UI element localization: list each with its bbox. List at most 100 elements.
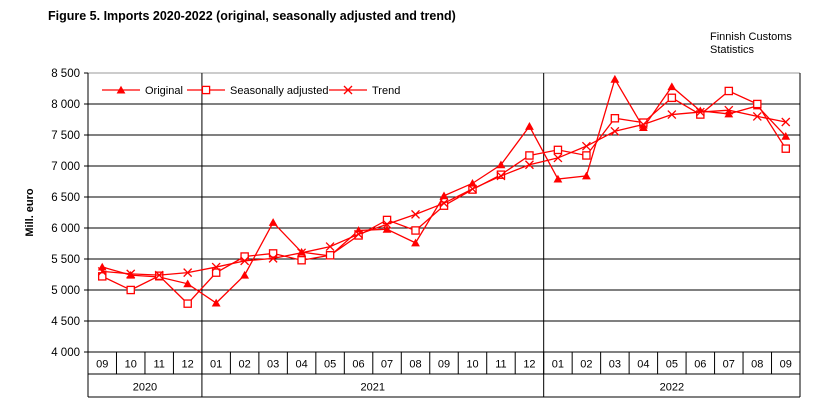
month-label: 01 bbox=[210, 359, 222, 371]
series-trend-marker bbox=[439, 198, 449, 208]
month-label: 11 bbox=[153, 359, 164, 371]
series-trend-marker bbox=[411, 209, 420, 219]
year-label: 2020 bbox=[133, 382, 157, 394]
series-seasonally-adjusted-marker bbox=[724, 86, 734, 96]
legend-trend-marker-icon bbox=[343, 85, 353, 95]
month-label: 12 bbox=[182, 359, 194, 371]
series-original-marker bbox=[781, 131, 791, 140]
y-tick-label: 4 500 bbox=[51, 316, 80, 328]
series-trend-marker bbox=[752, 111, 762, 121]
y-tick-label: 6 000 bbox=[51, 223, 80, 235]
month-label: 08 bbox=[409, 359, 421, 371]
series-trend-marker bbox=[354, 229, 364, 239]
series-original-marker bbox=[211, 298, 221, 307]
series-trend-marker bbox=[553, 153, 563, 163]
series-seasonally-adjusted-marker bbox=[411, 226, 420, 235]
month-label: 07 bbox=[381, 359, 393, 371]
series-trend-marker bbox=[183, 268, 193, 278]
series-seasonally-adjusted-marker bbox=[525, 151, 534, 160]
y-tick-label: 5 000 bbox=[51, 285, 80, 297]
series-trend-marker bbox=[524, 160, 534, 170]
month-label: 06 bbox=[694, 359, 706, 371]
series-seasonally-adjusted-marker bbox=[325, 251, 335, 260]
series-trend-marker bbox=[297, 248, 307, 258]
series-trend-marker bbox=[610, 126, 620, 136]
series-seasonally-adjusted-marker bbox=[211, 268, 221, 277]
source-line-2: Statistics bbox=[710, 44, 755, 56]
y-tick-label: 8 500 bbox=[51, 68, 80, 80]
month-label: 02 bbox=[580, 359, 592, 371]
source-line-1: Finnish Customs bbox=[710, 31, 792, 43]
month-label: 05 bbox=[666, 359, 678, 371]
month-label: 04 bbox=[295, 359, 307, 371]
series-original-marker bbox=[382, 224, 392, 233]
series-seasonally-adjusted-marker bbox=[97, 272, 107, 281]
month-label: 03 bbox=[609, 359, 621, 371]
y-tick-label: 8 000 bbox=[51, 99, 80, 111]
series-original-marker bbox=[240, 270, 250, 279]
series-original-marker bbox=[582, 171, 591, 180]
year-label: 2022 bbox=[660, 382, 684, 394]
series-trend-marker bbox=[126, 269, 136, 279]
legend-original-marker-icon bbox=[116, 85, 126, 94]
series-seasonally-adjusted-marker bbox=[297, 255, 306, 265]
figure-title: Figure 5. Imports 2020-2022 (original, s… bbox=[48, 9, 456, 23]
month-label: 02 bbox=[239, 359, 251, 371]
month-label: 01 bbox=[552, 359, 564, 371]
series-original-marker bbox=[638, 123, 648, 132]
series-seasonally-adjusted-marker bbox=[553, 145, 563, 155]
month-label: 06 bbox=[352, 359, 364, 371]
series-trend-marker bbox=[154, 270, 164, 280]
month-label: 05 bbox=[324, 359, 336, 371]
y-tick-label: 5 500 bbox=[51, 254, 80, 266]
month-label: 08 bbox=[751, 359, 763, 371]
series-trend-marker bbox=[97, 266, 107, 276]
month-label: 10 bbox=[125, 359, 137, 371]
series-original-marker bbox=[553, 174, 563, 183]
series-original-marker bbox=[268, 218, 278, 226]
month-label: 11 bbox=[495, 359, 506, 371]
series-seasonally-adjusted-marker bbox=[126, 285, 135, 295]
series-seasonally-adjusted-marker bbox=[667, 93, 677, 103]
year-label: 2021 bbox=[361, 382, 385, 394]
series-seasonally-adjusted-marker bbox=[781, 144, 791, 153]
month-label: 12 bbox=[523, 359, 535, 371]
series-original-marker bbox=[183, 279, 193, 288]
month-label: 09 bbox=[96, 359, 108, 371]
series-trend-marker bbox=[240, 256, 250, 266]
series-seasonally-adjusted-marker bbox=[582, 151, 591, 160]
series-original-marker bbox=[724, 109, 734, 118]
y-tick-label: 4 000 bbox=[51, 347, 80, 359]
series-trend-marker bbox=[667, 110, 677, 119]
series-original-marker bbox=[97, 262, 107, 271]
month-label: 10 bbox=[466, 359, 478, 371]
series-trend-marker bbox=[695, 107, 705, 117]
series-seasonally-adjusted-marker bbox=[610, 114, 620, 123]
series-seasonally-adjusted-marker bbox=[753, 99, 762, 109]
legend-seasonally-adjusted-label: Seasonally adjusted bbox=[230, 85, 328, 97]
y-tick-label: 7 500 bbox=[51, 130, 80, 142]
source-attribution: Finnish Customs Statistics bbox=[710, 31, 792, 57]
month-label: 09 bbox=[438, 359, 450, 371]
series-trend-marker bbox=[211, 262, 221, 272]
month-label: 09 bbox=[780, 359, 792, 371]
series-trend-marker bbox=[468, 184, 477, 194]
series-original-marker bbox=[610, 74, 620, 83]
series-trend-marker bbox=[496, 171, 506, 181]
series-original-marker bbox=[439, 191, 449, 200]
series-trend-marker bbox=[325, 242, 335, 252]
legend-trend-label: Trend bbox=[372, 85, 400, 97]
series-original-marker bbox=[525, 122, 534, 130]
series-original-marker bbox=[468, 179, 477, 187]
month-label: 04 bbox=[637, 359, 649, 371]
y-axis-title: Mill. euro bbox=[24, 188, 36, 237]
series-original-marker bbox=[667, 82, 677, 91]
series-trend-marker bbox=[781, 117, 791, 127]
series-seasonally-adjusted-marker bbox=[696, 110, 705, 119]
month-label: 07 bbox=[723, 359, 735, 371]
series-trend-marker bbox=[724, 105, 734, 115]
series-original-marker bbox=[411, 238, 420, 247]
month-label: 03 bbox=[267, 359, 279, 371]
y-tick-label: 6 500 bbox=[51, 192, 80, 204]
series-trend-marker bbox=[638, 120, 648, 129]
